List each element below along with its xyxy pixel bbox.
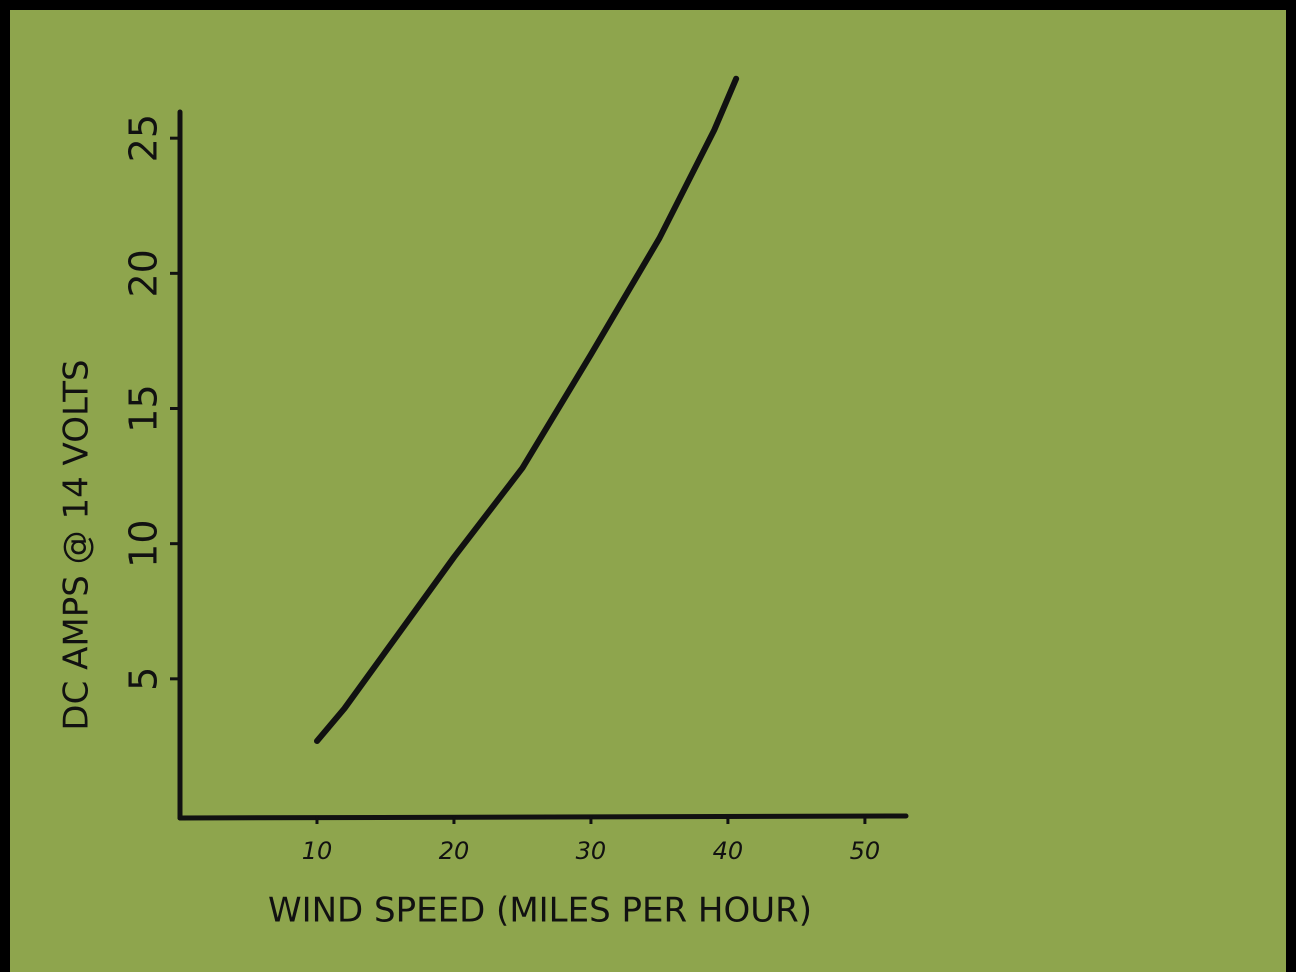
y-tick-label: 25 <box>122 114 166 162</box>
x-tick-label: 30 <box>576 837 607 865</box>
chart: WIND SPEED (MILES PER HOUR) DC AMPS @ 14… <box>0 0 1296 972</box>
x-tick-label: 10 <box>302 837 333 865</box>
x-tick-label: 40 <box>713 837 744 865</box>
y-tick-label: 20 <box>122 249 166 297</box>
paper <box>10 10 1286 972</box>
page: {"chart_data": {"type": "line", "x_label… <box>0 0 1296 972</box>
y-tick-label: 15 <box>122 384 166 432</box>
y-axis-label: DC AMPS @ 14 VOLTS <box>57 359 97 730</box>
x-axis-label: WIND SPEED (MILES PER HOUR) <box>268 891 812 931</box>
x-axis <box>180 816 906 818</box>
x-tick-label: 50 <box>850 837 881 865</box>
y-tick-label: 10 <box>122 519 166 567</box>
x-tick-label: 20 <box>439 837 470 865</box>
y-tick-label: 5 <box>122 667 166 691</box>
